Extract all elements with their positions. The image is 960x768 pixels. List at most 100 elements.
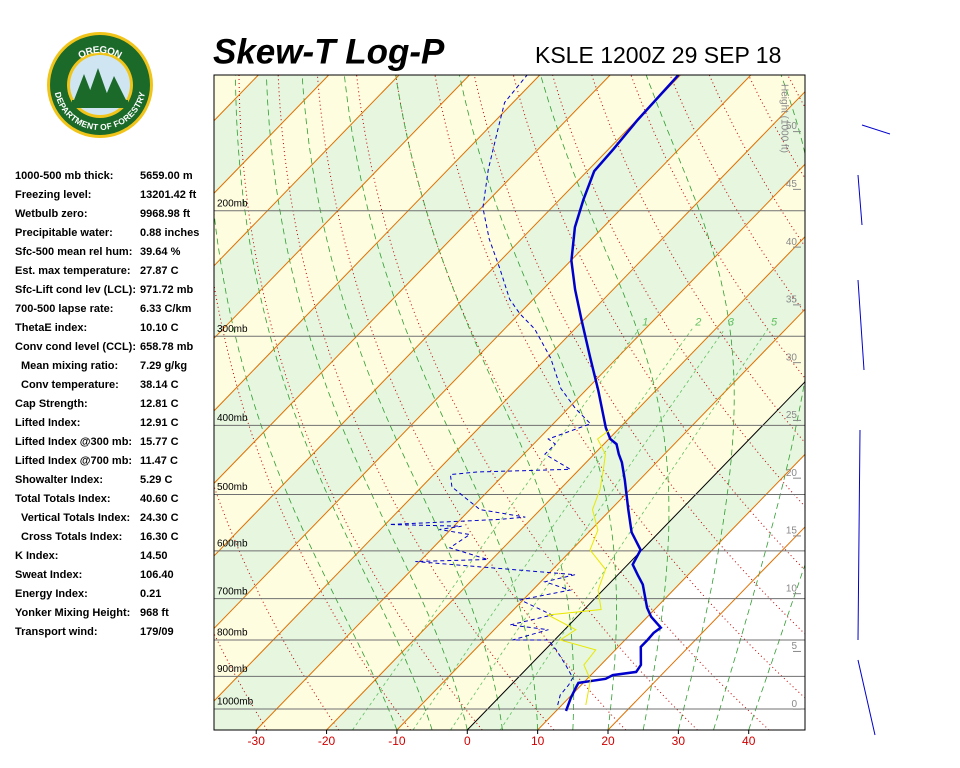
x-tick-label: 30 xyxy=(672,734,686,748)
x-tick-label: -30 xyxy=(248,734,266,748)
logo: OREGON DEPARTMENT OF FORESTRY xyxy=(47,32,153,138)
stat-label: ThetaE index: xyxy=(15,322,87,334)
logo-top-path: OREGON xyxy=(76,44,123,61)
moist-adiabat xyxy=(459,75,617,730)
height-tick-label: 20 xyxy=(786,468,798,479)
isotherm-grid-line xyxy=(537,453,805,730)
height-tick-label: 10 xyxy=(786,583,798,594)
stat-value: 0.21 xyxy=(140,588,161,600)
isotherm xyxy=(214,75,541,412)
stat-value: 179/09 xyxy=(140,626,174,638)
stat-label: 1000-500 mb thick: xyxy=(15,170,113,182)
isotherm-grid-line xyxy=(255,163,805,730)
stat-value: 39.64 % xyxy=(140,246,181,258)
isotherm xyxy=(214,75,752,630)
moist-adiabat xyxy=(214,208,398,730)
stat-label: Lifted Index @300 mb: xyxy=(15,436,132,448)
pressure-label: 800mb xyxy=(217,628,248,639)
stat-label: Freezing level: xyxy=(15,189,91,201)
stat-value: 16.30 C xyxy=(140,531,179,543)
stat-label: Yonker Mixing Height: xyxy=(15,607,130,619)
pressure-label: 400mb xyxy=(217,413,248,424)
stats-list: 1000-500 mb thick: 5659.00 m Freezing leve… xyxy=(15,170,199,638)
chart-title: Skew-T Log-P xyxy=(213,32,445,71)
x-tick-label: 10 xyxy=(531,734,545,748)
stat-value: 13201.42 ft xyxy=(140,189,197,201)
dry-adiabat xyxy=(905,75,960,730)
pressure-label: 600mb xyxy=(217,539,248,550)
stat-value: 12.81 C xyxy=(140,398,179,410)
mixing-ratio-line xyxy=(352,328,640,730)
stat-value: 106.40 xyxy=(140,569,174,581)
x-tick-label: 0 xyxy=(464,734,471,748)
dry-adiabat xyxy=(787,75,805,109)
logo-ground xyxy=(72,100,128,108)
axes: 1000mb 900mb 800mb 700mb 600mb 500mb 400mb 300m… xyxy=(217,84,801,748)
dry-adiabat xyxy=(356,75,698,730)
height-tick-label: 40 xyxy=(786,237,798,248)
stat-label: Mean mixing ratio: xyxy=(21,360,118,372)
stat-label: Total Totals Index: xyxy=(15,493,111,505)
stat-label: Sfc-500 mean rel hum: xyxy=(15,246,132,258)
dry-adiabat xyxy=(945,75,960,730)
height-tick-label: 45 xyxy=(786,179,798,190)
height-tick-label: 50 xyxy=(786,121,798,132)
wind-staff-line xyxy=(857,124,891,736)
height-tick-label: 15 xyxy=(786,526,798,537)
moist-adiabat xyxy=(395,75,575,730)
wind-staff xyxy=(857,124,891,736)
stat-value: 12.91 C xyxy=(140,417,179,429)
isotherm xyxy=(214,75,470,340)
x-tick-label: 20 xyxy=(601,734,615,748)
moist-adiabat xyxy=(540,75,670,730)
height-tick-label: 35 xyxy=(786,295,798,306)
pressure-label: 200mb xyxy=(217,198,248,209)
band xyxy=(214,75,259,121)
dry-adiabat xyxy=(552,75,805,508)
chart-subtitle: KSLE 1200Z 29 SEP 18 xyxy=(535,42,781,68)
isotherm xyxy=(214,90,805,702)
band xyxy=(214,91,805,730)
stat-value: 38.14 C xyxy=(140,379,179,391)
pressure-label: 700mb xyxy=(217,586,248,597)
stat-label: Showalter Index: xyxy=(15,474,103,486)
stat-label: Lifted Index: xyxy=(15,417,80,429)
stat-value: 14.50 xyxy=(140,550,168,562)
isotherm xyxy=(214,75,681,557)
stat-label: Est. max temperature: xyxy=(15,265,131,277)
stat-value: 7.29 g/kg xyxy=(140,360,187,372)
band xyxy=(214,75,805,701)
stat-value: 10.10 C xyxy=(140,322,179,334)
x-tick-label: -20 xyxy=(318,734,336,748)
height-tick-label: 5 xyxy=(791,641,797,652)
isotherm-grid-line xyxy=(466,381,805,730)
stat-value: 968 ft xyxy=(140,607,169,619)
logo-trees xyxy=(74,68,126,102)
stat-label: Sfc-Lift cond lev (LCL): xyxy=(15,284,136,296)
stat-label: Sweat Index: xyxy=(15,569,82,581)
mixing-ratio-label: 5 xyxy=(771,317,778,329)
stat-value: 971.72 mb xyxy=(140,284,193,296)
moist-adiabat xyxy=(713,75,805,730)
mixing-ratio-line xyxy=(450,328,726,730)
dry-adiabat xyxy=(866,75,960,730)
stat-label: Conv cond level (CCL): xyxy=(15,341,136,353)
stat-label: Vertical Totals Index: xyxy=(21,512,130,524)
mixing-ratio-label: 2 xyxy=(694,317,701,329)
mixing-ratio-label: 3 xyxy=(728,317,735,329)
isotherm-grid-line xyxy=(607,526,805,730)
stat-value: 11.47 C xyxy=(140,455,178,467)
mixing-ratio-label: 1 xyxy=(642,317,648,329)
isotherm xyxy=(214,75,400,267)
stat-label: K Index: xyxy=(15,550,58,562)
temperature-line xyxy=(564,75,680,712)
moist-adiabat xyxy=(301,75,503,730)
stat-label: Cross Totals Index: xyxy=(21,531,122,543)
height-tick-label: 25 xyxy=(786,410,798,421)
stat-value: 5.29 C xyxy=(140,474,172,486)
moist-adiabat xyxy=(235,75,433,730)
band xyxy=(214,75,329,194)
